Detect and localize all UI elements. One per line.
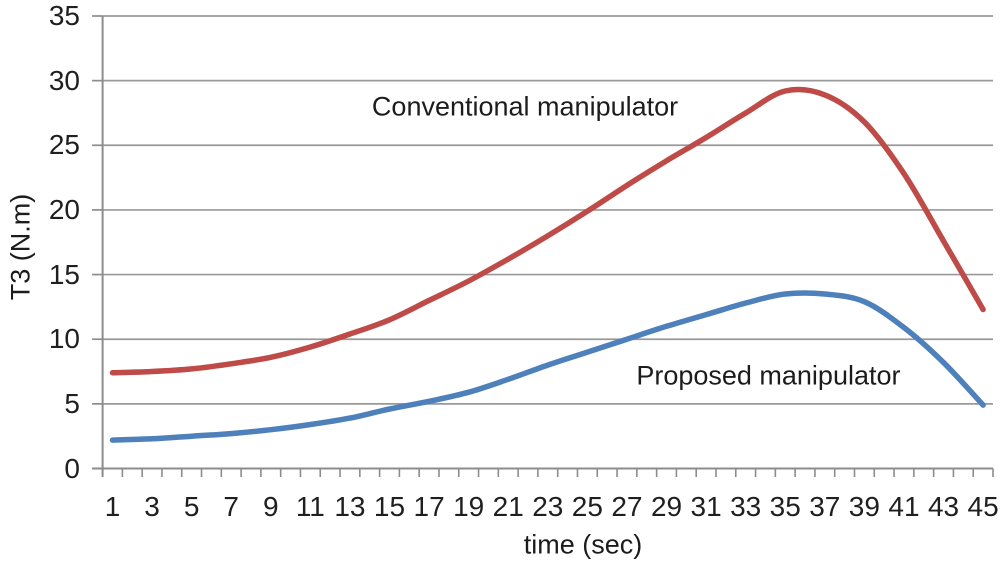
x-tick-label: 1 xyxy=(104,491,121,522)
y-axis-title: T3 (N.m) xyxy=(5,193,36,301)
x-tick-label: 35 xyxy=(769,491,801,522)
series-line-0 xyxy=(109,86,986,376)
x-tick-label: 31 xyxy=(690,491,722,522)
x-tick-label: 23 xyxy=(532,491,564,522)
x-tick-label: 15 xyxy=(373,491,406,522)
x-tick-label: 9 xyxy=(262,491,279,522)
series-label-1: Proposed manipulator xyxy=(636,360,901,391)
x-tick-label: 45 xyxy=(967,491,999,522)
x-axis-title: time (sec) xyxy=(523,529,643,560)
x-tick-label: 33 xyxy=(730,491,762,522)
y-tick-label: 0 xyxy=(64,452,80,484)
y-tick-label: 35 xyxy=(48,0,80,31)
x-tick-label: 5 xyxy=(183,491,200,522)
x-tick-label: 21 xyxy=(492,491,524,522)
x-tick-label: 27 xyxy=(611,491,643,522)
y-tick-label: 5 xyxy=(64,387,80,419)
x-tick-label: 13 xyxy=(334,491,366,522)
x-tick-label: 43 xyxy=(927,491,960,522)
y-tick-label: 10 xyxy=(48,323,80,355)
x-tick-label: 17 xyxy=(413,491,445,522)
y-tick-label: 15 xyxy=(48,258,80,290)
x-tick-label: 39 xyxy=(848,491,880,522)
x-tick-label: 7 xyxy=(223,491,239,522)
x-tick-label: 41 xyxy=(888,491,920,522)
y-tick-label: 25 xyxy=(48,129,80,161)
series-label-0: Conventional manipulator xyxy=(371,91,679,122)
x-tick-label: 37 xyxy=(809,491,841,522)
x-tick-label: 19 xyxy=(453,491,485,522)
y-tick-label: 20 xyxy=(48,193,80,225)
x-tick-label: 25 xyxy=(571,491,603,522)
y-tick-label: 30 xyxy=(48,64,80,96)
x-tick-label: 29 xyxy=(650,491,683,522)
x-tick-label: 11 xyxy=(295,491,325,522)
series-line-1 xyxy=(109,290,986,443)
x-tick-label: 3 xyxy=(144,491,160,522)
